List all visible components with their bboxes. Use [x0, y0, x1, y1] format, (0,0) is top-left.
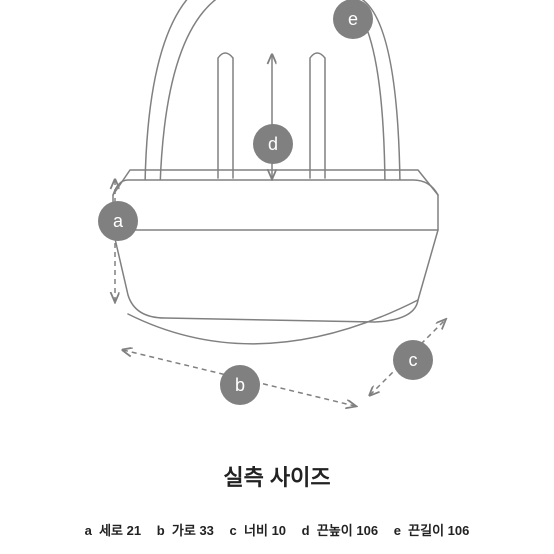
m-b-key: b	[157, 523, 165, 538]
label-e: e	[333, 0, 373, 39]
label-d-text: d	[268, 134, 278, 155]
m-d-label: 끈높이	[317, 523, 353, 538]
measurements-row: a 세로 21 b 가로 33 c 너비 10 d 끈높이 106 e 끈길이 …	[0, 520, 554, 539]
m-c-key: c	[230, 523, 237, 538]
m-b-val: 33	[199, 523, 213, 538]
m-d-key: d	[302, 523, 310, 538]
m-a-label: 세로	[99, 523, 123, 538]
label-e-text: e	[348, 9, 358, 30]
m-e-label: 끈길이	[408, 523, 444, 538]
bag-svg	[0, 0, 554, 420]
label-a: a	[98, 201, 138, 241]
m-d-val: 106	[356, 523, 378, 538]
label-a-text: a	[113, 211, 123, 232]
m-a-key: a	[85, 523, 92, 538]
m-e-val: 106	[448, 523, 470, 538]
label-b: b	[220, 365, 260, 405]
label-c-text: c	[409, 350, 418, 371]
m-c-val: 10	[272, 523, 286, 538]
m-e-key: e	[394, 523, 401, 538]
m-b-label: 가로	[172, 523, 196, 538]
m-a-val: 21	[127, 523, 141, 538]
label-b-text: b	[235, 375, 245, 396]
title: 실측 사이즈	[0, 460, 554, 492]
label-c: c	[393, 340, 433, 380]
m-c-label: 너비	[244, 523, 268, 538]
label-d: d	[253, 124, 293, 164]
bag-size-diagram: a b c d e	[0, 0, 554, 420]
